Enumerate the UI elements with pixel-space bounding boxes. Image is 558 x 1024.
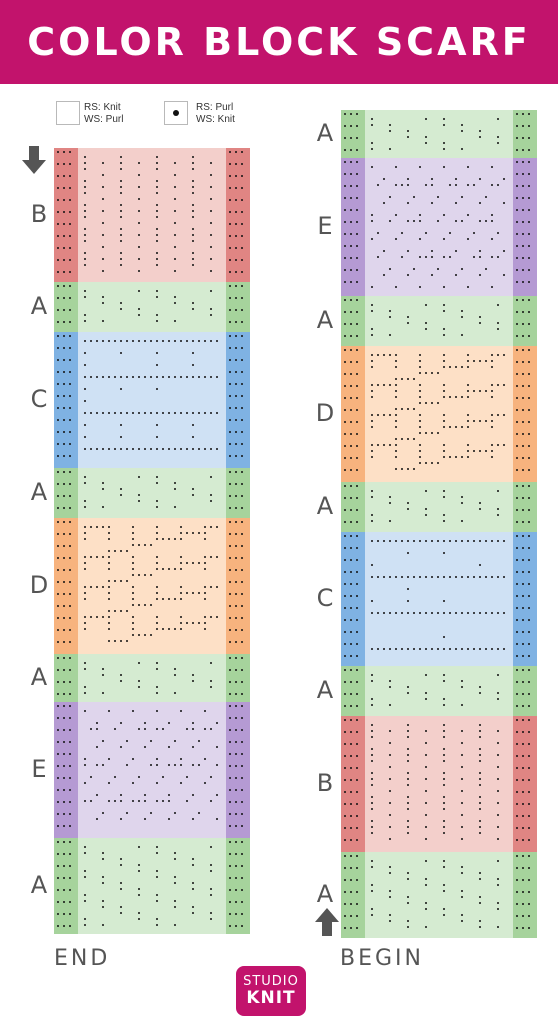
block-fill (341, 666, 537, 716)
block-border-right (226, 282, 250, 332)
block-border-left (54, 332, 78, 468)
block-fill (341, 852, 537, 938)
block-border-left (54, 702, 78, 838)
block-border-left (54, 148, 78, 282)
block-fill (54, 518, 250, 654)
block-border-left (341, 666, 365, 716)
right-block-label-6: A (316, 676, 334, 704)
block-border-left (341, 852, 365, 938)
right-block-1-E (341, 158, 537, 296)
block-fill (54, 468, 250, 518)
legend-purl-ws: WS: Knit (196, 114, 235, 125)
block-border-left (341, 346, 365, 482)
block-border-right (513, 666, 537, 716)
left-block-4-D (54, 518, 250, 654)
legend-knit-symbol (56, 101, 80, 125)
title-banner: COLOR BLOCK SCARF (0, 0, 558, 84)
block-border-right (226, 468, 250, 518)
right-block-label-8: A (316, 880, 334, 908)
left-block-0-B (54, 148, 250, 282)
left-block-3-A (54, 468, 250, 518)
right-block-label-3: D (315, 399, 335, 427)
right-block-label-1: E (317, 212, 333, 240)
right-block-label-2: A (316, 306, 334, 334)
right-block-label-4: A (316, 492, 334, 520)
block-fill (54, 282, 250, 332)
block-border-right (226, 838, 250, 934)
right-block-4-A (341, 482, 537, 532)
block-border-right (226, 148, 250, 282)
block-border-left (341, 296, 365, 346)
left-block-6-E (54, 702, 250, 838)
right-block-0-A (341, 110, 537, 158)
left-block-label-7: A (30, 871, 48, 899)
left-block-label-1: A (30, 292, 48, 320)
right-block-8-A (341, 852, 537, 938)
right-block-label-0: A (316, 119, 334, 147)
block-border-left (341, 158, 365, 296)
right-block-6-A (341, 666, 537, 716)
left-block-label-2: C (30, 385, 48, 413)
block-fill (54, 838, 250, 934)
block-border-right (513, 852, 537, 938)
down-arrow-icon (22, 146, 46, 174)
block-border-right (513, 346, 537, 482)
block-border-left (341, 532, 365, 666)
block-border-right (513, 482, 537, 532)
block-border-left (341, 716, 365, 852)
block-border-left (341, 482, 365, 532)
right-block-label-5: C (316, 584, 334, 612)
block-fill (341, 158, 537, 296)
left-block-7-A (54, 838, 250, 934)
block-fill (54, 654, 250, 702)
right-block-label-7: B (316, 769, 334, 797)
block-border-left (54, 282, 78, 332)
block-fill (341, 532, 537, 666)
left-block-5-A (54, 654, 250, 702)
legend-purl-rs: RS: Purl (196, 102, 234, 113)
block-fill (341, 110, 537, 158)
end-label: END (54, 946, 111, 971)
legend-knit-ws: WS: Purl (84, 114, 124, 125)
block-fill (54, 332, 250, 468)
left-block-label-5: A (30, 663, 48, 691)
block-border-left (54, 518, 78, 654)
right-block-5-C (341, 532, 537, 666)
block-border-left (54, 468, 78, 518)
block-border-right (226, 518, 250, 654)
legend-purl-symbol (164, 101, 188, 125)
up-arrow-icon (315, 908, 339, 936)
page-title: COLOR BLOCK SCARF (27, 20, 531, 64)
right-block-2-A (341, 296, 537, 346)
block-fill (54, 148, 250, 282)
block-border-right (513, 716, 537, 852)
legend-knit-rs: RS: Knit (84, 102, 121, 113)
right-block-7-B (341, 716, 537, 852)
logo-line1: STUDIO (243, 974, 299, 989)
left-block-2-C (54, 332, 250, 468)
block-border-right (226, 332, 250, 468)
block-fill (341, 482, 537, 532)
block-fill (341, 716, 537, 852)
logo-line2: KNIT (246, 988, 296, 1008)
block-border-right (513, 532, 537, 666)
right-block-3-D (341, 346, 537, 482)
left-block-label-0: B (30, 200, 48, 228)
studio-knit-logo: STUDIO KNIT (236, 966, 306, 1016)
block-border-left (54, 838, 78, 934)
block-border-right (226, 702, 250, 838)
left-block-label-3: A (30, 478, 48, 506)
left-block-label-4: D (29, 571, 49, 599)
block-fill (341, 296, 537, 346)
left-block-label-6: E (31, 755, 47, 783)
left-block-1-A (54, 282, 250, 332)
block-fill (341, 346, 537, 482)
block-fill (54, 702, 250, 838)
begin-label: BEGIN (340, 946, 424, 971)
block-border-right (513, 158, 537, 296)
dot-icon (173, 110, 179, 116)
block-border-right (513, 296, 537, 346)
